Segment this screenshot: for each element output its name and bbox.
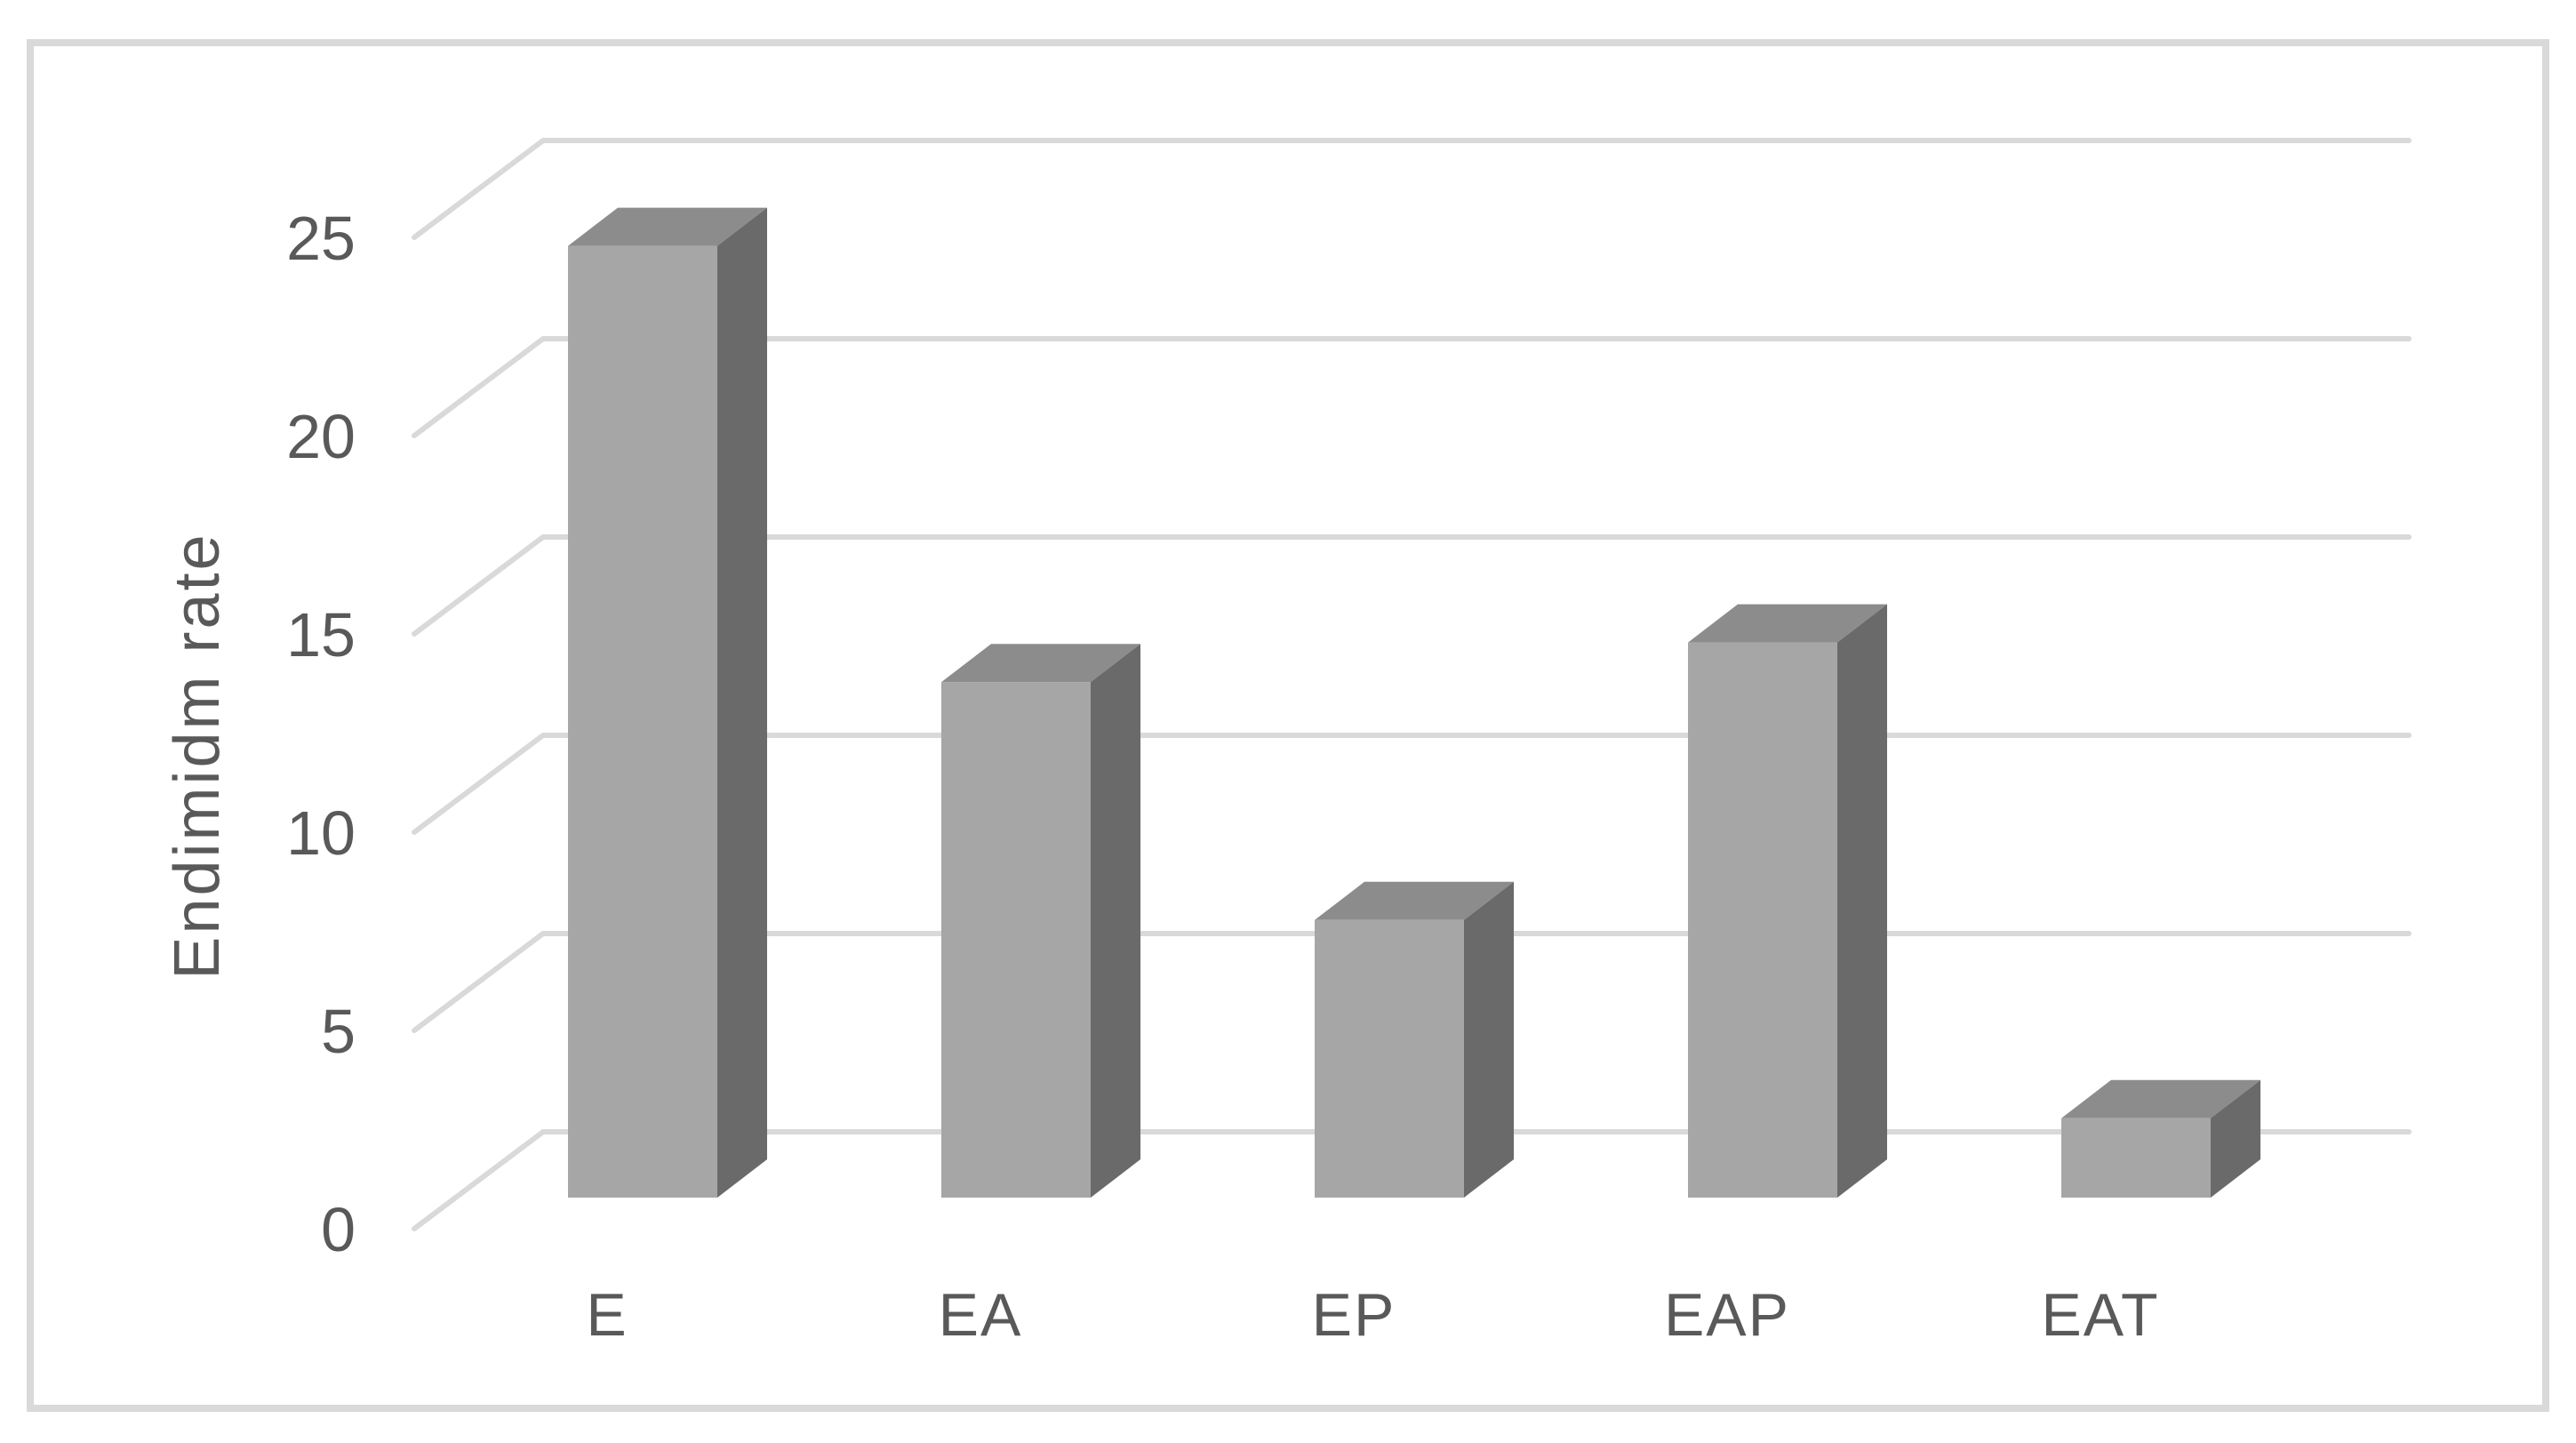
bar-EAP-front-face [1688, 642, 1837, 1198]
category-label-E: E [586, 1281, 628, 1349]
bar-EP-top-face [1315, 881, 1514, 920]
bar-EA-side-face [1091, 644, 1140, 1198]
category-labels-layer: E EA EP EAP EAT [586, 1281, 2159, 1349]
bar-EP-side-face [1464, 881, 1514, 1198]
y-tick-label-5: 5 [321, 997, 356, 1066]
category-label-EAT: EAT [2041, 1281, 2159, 1349]
bar-EAT-front-face [2061, 1118, 2211, 1198]
bar-E-top-face [568, 207, 767, 246]
bar-E-side-face [717, 207, 767, 1198]
bar-E [568, 207, 767, 1198]
bar-EA-front-face [941, 682, 1091, 1198]
bar-EAT-side-face [2211, 1079, 2260, 1198]
gridline-20 [412, 336, 2412, 438]
bar-EAT-top-face [2061, 1079, 2260, 1118]
bar-EAP [1688, 604, 1887, 1198]
bar-EP-front-face [1315, 919, 1464, 1198]
category-label-EA: EA [939, 1281, 1023, 1349]
bar-EA-top-face [941, 644, 1140, 683]
chart-border-frame [27, 39, 2549, 1412]
y-axis-title: Endimidm rate [162, 532, 233, 979]
category-label-EP: EP [1312, 1281, 1396, 1349]
y-tick-label-15: 15 [286, 600, 356, 669]
gridline-15 [412, 534, 2412, 637]
bars-layer [568, 207, 2260, 1198]
gridline-25 [412, 138, 2412, 240]
bar-EAP-top-face [1688, 604, 1887, 643]
y-tick-label-20: 20 [286, 402, 356, 471]
category-label-EAP: EAP [1664, 1281, 1790, 1349]
y-tick-label-10: 10 [286, 798, 356, 868]
y-tick-labels-layer: 0 5 10 15 20 25 [286, 204, 356, 1264]
y-tick-label-25: 25 [286, 204, 356, 273]
bar-E-front-face [568, 245, 717, 1198]
bar-EA [941, 644, 1140, 1198]
bar-EP [1315, 881, 1514, 1198]
bar-EAP-side-face [1837, 604, 1887, 1198]
y-tick-label-0: 0 [321, 1195, 356, 1264]
bar-EAT [2061, 1079, 2260, 1198]
